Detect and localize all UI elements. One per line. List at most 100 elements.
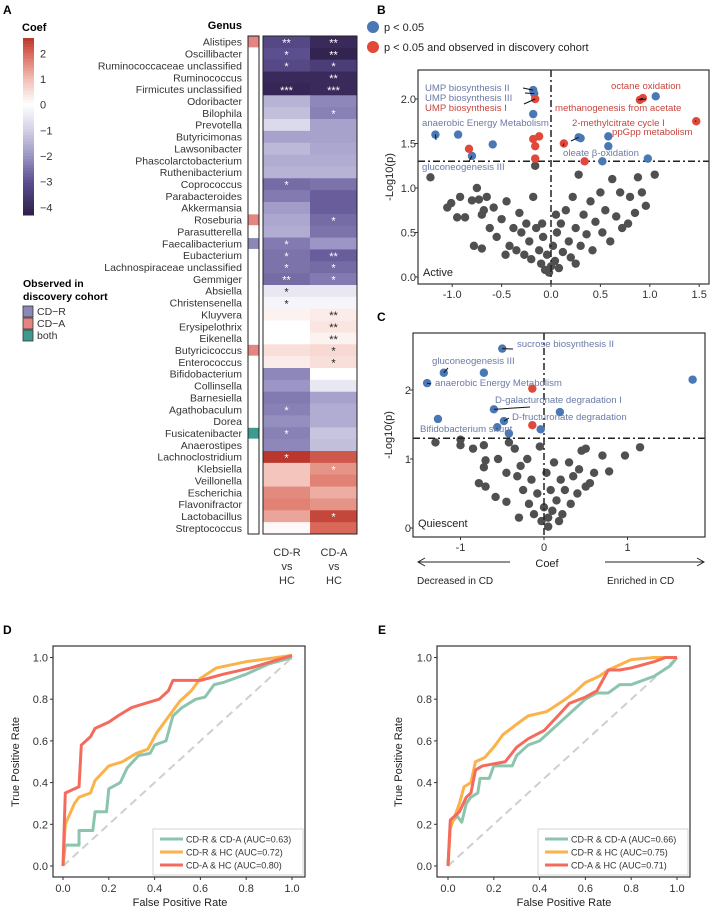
heatmap-cell xyxy=(310,462,358,476)
nonsignificant-point xyxy=(598,451,607,460)
x-tick-label: -0.5 xyxy=(492,289,511,301)
genus-label: Eikenella xyxy=(199,333,242,345)
genus-label: Parabacteroides xyxy=(166,191,242,203)
colorbar-segment xyxy=(23,185,34,189)
nonsignificant-point xyxy=(574,465,584,474)
nonsignificant-point xyxy=(512,246,521,255)
heatmap-cell xyxy=(263,391,311,404)
colorbar-segment xyxy=(23,97,34,101)
heatmap-cell xyxy=(310,368,358,381)
heatmap-cell xyxy=(263,344,311,357)
nonsignificant-point xyxy=(481,456,490,465)
nonsignificant-point xyxy=(554,516,564,526)
nonsignificant-point xyxy=(606,237,615,246)
pathway-label: oleate β-oxidation xyxy=(563,148,639,159)
genus-label: Veillonella xyxy=(195,475,242,487)
legend-label: CD-R & CD-A (AUC=0.63) xyxy=(186,835,291,845)
heatmap-cell xyxy=(310,36,358,49)
label-leader-line xyxy=(523,98,536,105)
label-leader-line xyxy=(426,382,432,385)
label-leader-line xyxy=(522,87,534,91)
x-tick-label: 0.8 xyxy=(239,883,254,895)
genus-label: Odoribacter xyxy=(187,96,242,108)
y-tick-label: 0.6 xyxy=(33,736,48,748)
y-tick-label: 0.4 xyxy=(417,778,432,790)
colorbar-segment xyxy=(23,123,34,127)
nonsignificant-point xyxy=(556,475,565,484)
nonsignificant-point xyxy=(633,173,643,182)
colorbar-tick-label: 1 xyxy=(40,74,46,86)
nonsignificant-point xyxy=(536,259,546,268)
plot-frame xyxy=(52,645,306,878)
x-tick-label: 0.2 xyxy=(486,883,501,895)
colorbar-segment xyxy=(23,141,34,145)
label-leader-line xyxy=(639,98,647,101)
observed-legend-label: CD−A xyxy=(37,318,65,330)
nonsignificant-point xyxy=(516,461,525,471)
heatmap-cell xyxy=(310,225,358,238)
nonsignificant-point xyxy=(612,212,621,221)
label-leader-line xyxy=(443,367,449,374)
roc-d-ylabel: True Positive Rate xyxy=(10,717,22,807)
significant-point xyxy=(453,130,463,139)
genus-label: Phascolarctobacterium xyxy=(135,155,242,167)
colorbar-segment xyxy=(23,76,34,80)
y-tick-label: 1.0 xyxy=(33,653,48,665)
nonsignificant-point xyxy=(601,206,610,215)
nonsignificant-point xyxy=(468,444,478,453)
nonsignificant-point xyxy=(641,201,651,210)
colorbar-tick-label: −2 xyxy=(40,151,53,163)
column-label-line: CD-R xyxy=(273,547,301,559)
nonsignificant-point xyxy=(452,213,462,222)
heatmap-cell xyxy=(263,296,311,310)
nonsignificant-point xyxy=(598,228,607,237)
genus-label: Enterococcus xyxy=(178,357,242,369)
x-tick-label: 0 xyxy=(541,542,547,554)
right-arrow-icon xyxy=(605,557,706,567)
nonsignificant-point xyxy=(550,256,560,266)
nonsignificant-point xyxy=(524,499,534,509)
heatmap-cell xyxy=(310,273,358,286)
heatmap-cell xyxy=(263,498,311,511)
label-leader-line xyxy=(562,143,565,147)
heatmap-cell xyxy=(263,249,311,262)
nonsignificant-point xyxy=(509,223,518,233)
nonsignificant-point xyxy=(564,458,574,467)
nonsignificant-point xyxy=(455,192,465,202)
significant-point xyxy=(688,375,697,384)
significance-stars: * xyxy=(331,275,336,287)
colorbar-segment xyxy=(23,49,34,54)
heatmap-cell xyxy=(310,332,358,345)
nonsignificant-point xyxy=(604,467,614,476)
significance-stars: *** xyxy=(327,85,341,97)
nonsignificant-point xyxy=(431,438,440,447)
heatmap-cell xyxy=(310,320,358,333)
nonsignificant-point xyxy=(571,223,580,233)
volcano-b-ylabel: -Log10(p) xyxy=(384,153,396,201)
nonsignificant-point xyxy=(489,203,498,212)
nonsignificant-point xyxy=(615,188,625,197)
nonsignificant-point xyxy=(574,170,583,179)
heatmap-cell xyxy=(263,474,311,487)
nonsignificant-point xyxy=(469,241,479,251)
colorbar-segment xyxy=(23,179,34,184)
nonsignificant-point xyxy=(504,438,514,447)
heatmap-cell xyxy=(310,296,358,310)
volcano-c-ylabel: -Log10(p) xyxy=(383,411,395,459)
heatmap-cell xyxy=(310,71,358,84)
heatmap-cell xyxy=(310,498,358,511)
significance-stars: * xyxy=(284,298,289,310)
nonsignificant-point xyxy=(502,497,511,506)
y-tick-label: 1 xyxy=(405,454,411,466)
genus-label: Lactobacillus xyxy=(181,511,242,523)
genus-label: Flavonifractor xyxy=(178,499,242,511)
heatmap-cell xyxy=(310,403,358,416)
nonsignificant-point xyxy=(552,228,562,237)
heatmap-title: Genus xyxy=(208,20,242,32)
legend-label: CD-R & HC (AUC=0.75) xyxy=(571,848,668,858)
nonsignificant-point xyxy=(617,223,627,233)
significance-stars: * xyxy=(331,263,336,275)
significance-stars: * xyxy=(331,109,336,121)
